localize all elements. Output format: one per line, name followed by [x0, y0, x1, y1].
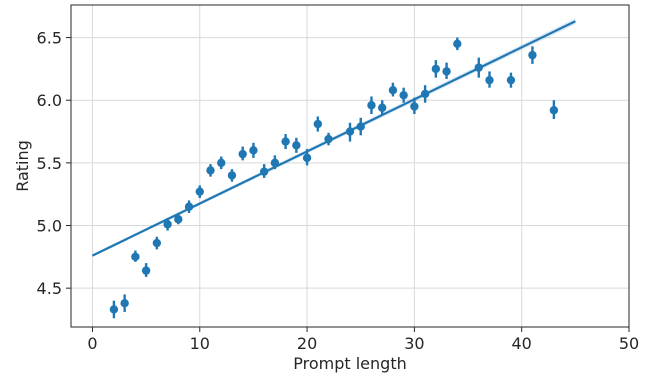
- point-marker: [420, 89, 430, 99]
- point-marker: [174, 215, 183, 224]
- x-tick-label: 50: [619, 334, 639, 353]
- point-marker: [410, 102, 419, 111]
- point-marker: [238, 149, 247, 159]
- data-point: [377, 100, 387, 116]
- point-marker: [345, 127, 355, 136]
- data-point: [549, 100, 559, 120]
- point-marker: [431, 64, 441, 74]
- point-marker: [549, 106, 559, 115]
- y-axis-ticks: 4.5 5.0 5.5 6.0 6.5: [37, 29, 71, 298]
- data-point: [131, 250, 140, 262]
- point-marker: [442, 67, 451, 76]
- y-tick-label: 4.5: [37, 279, 62, 298]
- data-point: [410, 97, 419, 115]
- point-marker: [195, 187, 204, 196]
- point-marker: [281, 137, 290, 146]
- point-marker: [217, 158, 226, 168]
- data-point: [367, 96, 376, 115]
- data-point: [474, 57, 483, 78]
- data-point: [195, 185, 204, 198]
- regression-fit: [91, 18, 576, 258]
- data-point: [227, 169, 237, 182]
- regression-line: [91, 20, 576, 257]
- x-tick-label: 20: [297, 334, 317, 353]
- point-marker: [453, 39, 462, 49]
- data-point: [120, 294, 129, 312]
- point-marker: [313, 119, 323, 129]
- data-point: [109, 300, 119, 319]
- data-point: [442, 62, 451, 79]
- point-marker: [377, 103, 387, 112]
- point-marker: [292, 141, 301, 150]
- data-point: [420, 85, 430, 103]
- point-marker: [184, 202, 194, 211]
- plot-frame: [70, 4, 630, 328]
- point-marker: [120, 298, 129, 308]
- point-marker: [528, 50, 537, 60]
- data-point: [399, 87, 408, 103]
- point-marker: [388, 85, 398, 95]
- data-point: [152, 236, 162, 250]
- point-marker: [324, 134, 333, 144]
- point-marker: [474, 63, 483, 72]
- point-marker: [506, 75, 516, 85]
- data-point: [485, 71, 494, 88]
- data-point: [206, 164, 215, 177]
- data-point: [249, 142, 258, 158]
- point-marker: [259, 167, 269, 176]
- data-point: [163, 217, 172, 231]
- data-point: [174, 212, 183, 225]
- data-point: [506, 72, 516, 88]
- point-marker: [302, 153, 312, 163]
- y-tick-label: 6.0: [37, 91, 62, 110]
- point-marker: [163, 220, 172, 229]
- data-point: [345, 122, 355, 142]
- data-point: [302, 149, 312, 166]
- x-tick-label: 30: [404, 334, 424, 353]
- data-point: [270, 155, 280, 170]
- data-point: [292, 137, 301, 153]
- data-point: [528, 46, 537, 64]
- data-point: [184, 200, 194, 213]
- data-point: [313, 116, 323, 132]
- x-axis-ticks: 0 10 20 30 40 50: [87, 327, 639, 353]
- y-tick-label: 6.5: [37, 29, 62, 48]
- data-point: [431, 60, 441, 78]
- data-point: [388, 82, 398, 97]
- point-marker: [270, 158, 280, 168]
- x-tick-label: 10: [190, 334, 210, 353]
- data-point: [281, 134, 290, 150]
- y-axis-label: Rating: [13, 140, 32, 192]
- data-points: [109, 37, 559, 319]
- data-point: [238, 146, 247, 161]
- point-marker: [249, 146, 258, 155]
- point-marker: [356, 122, 365, 131]
- data-point: [356, 117, 365, 136]
- data-point: [453, 37, 462, 51]
- point-marker: [399, 91, 408, 100]
- point-marker: [141, 266, 151, 275]
- point-marker: [227, 171, 237, 180]
- data-point: [217, 156, 226, 170]
- x-axis-label: Prompt length: [293, 354, 406, 373]
- point-marker: [206, 166, 215, 175]
- grid: [71, 5, 630, 327]
- x-tick-label: 0: [87, 334, 97, 353]
- point-marker: [367, 101, 376, 110]
- point-marker: [152, 238, 162, 248]
- data-point: [324, 132, 333, 146]
- y-tick-label: 5.0: [37, 217, 62, 236]
- y-tick-label: 5.5: [37, 154, 62, 173]
- x-tick-label: 40: [512, 334, 532, 353]
- point-marker: [131, 252, 140, 262]
- point-marker: [485, 75, 494, 85]
- data-point: [259, 164, 269, 178]
- data-point: [141, 263, 151, 277]
- point-marker: [109, 305, 119, 314]
